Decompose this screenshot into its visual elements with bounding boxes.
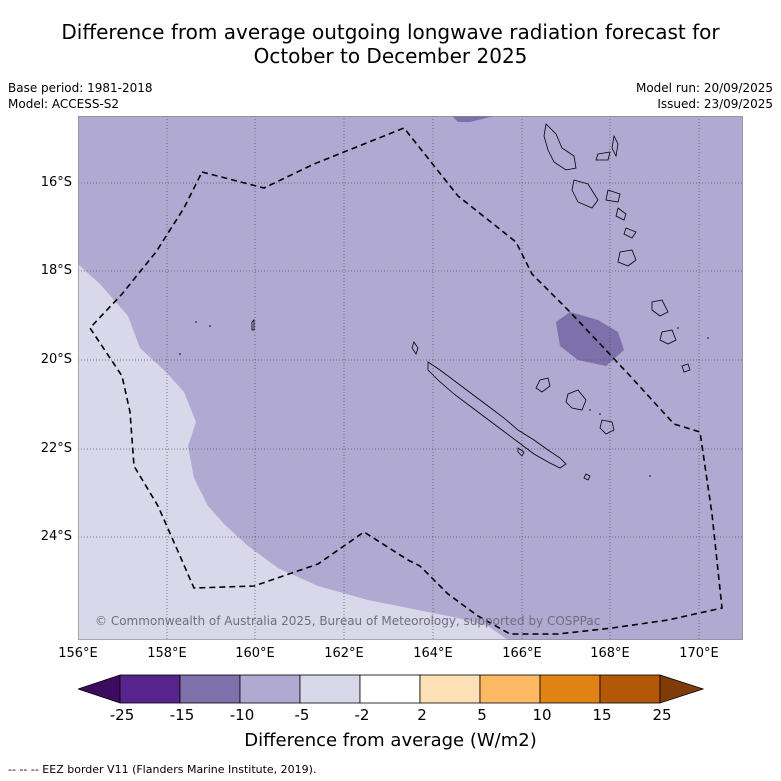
colorbar-tick-label: -25 xyxy=(109,706,135,724)
lon-label-156e: 156°E xyxy=(58,646,98,661)
lat-label-20s: 20°S xyxy=(40,352,72,367)
lon-label-170e: 170°E xyxy=(679,646,719,661)
chart-title: Difference from average outgoing longwav… xyxy=(0,20,781,68)
epi-island xyxy=(615,207,627,221)
isle-of-pines xyxy=(517,447,525,457)
lon-label-164e: 164°E xyxy=(413,646,453,661)
colorbar-tick-label: 25 xyxy=(652,706,672,724)
colorbar-segment xyxy=(419,674,481,704)
lon-label-168e: 168°E xyxy=(590,646,630,661)
graticule xyxy=(78,116,743,640)
shepherd-islands xyxy=(623,227,637,239)
colorbar-segment xyxy=(299,674,361,704)
malakula-island xyxy=(571,179,599,209)
matthew-islet xyxy=(707,337,709,339)
lon-label-162e: 162°E xyxy=(324,646,364,661)
lat-label-22s: 22°S xyxy=(40,441,72,456)
colorbar-segment xyxy=(539,674,601,704)
tanna-island xyxy=(659,329,677,345)
islet-west-1 xyxy=(195,321,197,323)
islet-west-3 xyxy=(179,353,181,355)
mare-island xyxy=(599,419,615,435)
colorbar-tick-label: 15 xyxy=(592,706,612,724)
aneityum-island xyxy=(681,363,691,373)
map-frame xyxy=(78,116,743,640)
colorbar-tick-label: 10 xyxy=(532,706,552,724)
eez-legend: -- -- -- EEZ border V11 (Flanders Marine… xyxy=(8,763,317,776)
hunter-islet xyxy=(649,475,651,477)
colorbar-tick-label: -15 xyxy=(169,706,195,724)
colorbar-segment xyxy=(479,674,541,704)
colorbar-title: Difference from average (W/m2) xyxy=(244,730,537,751)
meta-left: Base period: 1981-2018 Model: ACCESS-S2 xyxy=(8,80,153,112)
base-period: Base period: 1981-2018 xyxy=(8,81,153,95)
colorbar-tick-label: -2 xyxy=(354,706,370,724)
ouvea-island xyxy=(535,377,551,393)
lon-label-158e: 158°E xyxy=(147,646,187,661)
colorbar-segment xyxy=(599,674,661,704)
issued-date: Issued: 23/09/2025 xyxy=(657,97,773,111)
anomaly-field-light xyxy=(78,264,508,640)
islet-east-2 xyxy=(599,413,601,415)
efate-island xyxy=(617,249,637,267)
lon-label-160e: 160°E xyxy=(235,646,275,661)
anomaly-field-dark-top xyxy=(452,116,494,122)
islet-south xyxy=(583,473,591,481)
espiritu-santo-island xyxy=(543,123,577,171)
colorbar-segment xyxy=(119,674,181,704)
colorbar-extend-high xyxy=(659,674,705,704)
new-caledonia-island xyxy=(427,361,567,469)
map-panel xyxy=(78,116,743,640)
colorbar-tick-label: 2 xyxy=(417,706,427,724)
lon-label-166e: 166°E xyxy=(502,646,542,661)
belep-islands xyxy=(411,341,419,355)
islet-west-2 xyxy=(209,325,211,327)
model-name: Model: ACCESS-S2 xyxy=(8,97,120,111)
erromango-island xyxy=(651,299,669,317)
islet-east-1 xyxy=(677,327,679,329)
pentecost-island xyxy=(611,134,619,158)
title-line-1: Difference from average outgoing longwav… xyxy=(61,20,720,44)
chesterfield-islet xyxy=(251,319,255,331)
lat-label-24s: 24°S xyxy=(40,529,72,544)
colorbar-svg xyxy=(76,674,705,704)
colorbar-extend-low xyxy=(76,674,121,704)
lat-label-16s: 16°S xyxy=(40,175,72,190)
model-run: Model run: 20/09/2025 xyxy=(635,81,773,95)
lat-label-18s: 18°S xyxy=(40,263,72,278)
colorbar xyxy=(76,674,705,704)
colorbar-tick-label: -5 xyxy=(294,706,310,724)
ambrym-island xyxy=(605,189,621,203)
colorbar-tick-label: -10 xyxy=(229,706,255,724)
colorbar-segment xyxy=(179,674,241,704)
colorbar-segment xyxy=(239,674,301,704)
maewo-island xyxy=(595,151,611,161)
tiga-islet xyxy=(589,409,591,411)
title-line-2: October to December 2025 xyxy=(253,44,528,68)
map-svg xyxy=(78,116,743,640)
meta-right: Model run: 20/09/2025 Issued: 23/09/2025 xyxy=(636,80,773,112)
colorbar-segment xyxy=(359,674,421,704)
copyright-credit: © Commonwealth of Australia 2025, Bureau… xyxy=(95,614,601,628)
colorbar-tick-label: 5 xyxy=(477,706,487,724)
lifou-island xyxy=(565,389,587,411)
